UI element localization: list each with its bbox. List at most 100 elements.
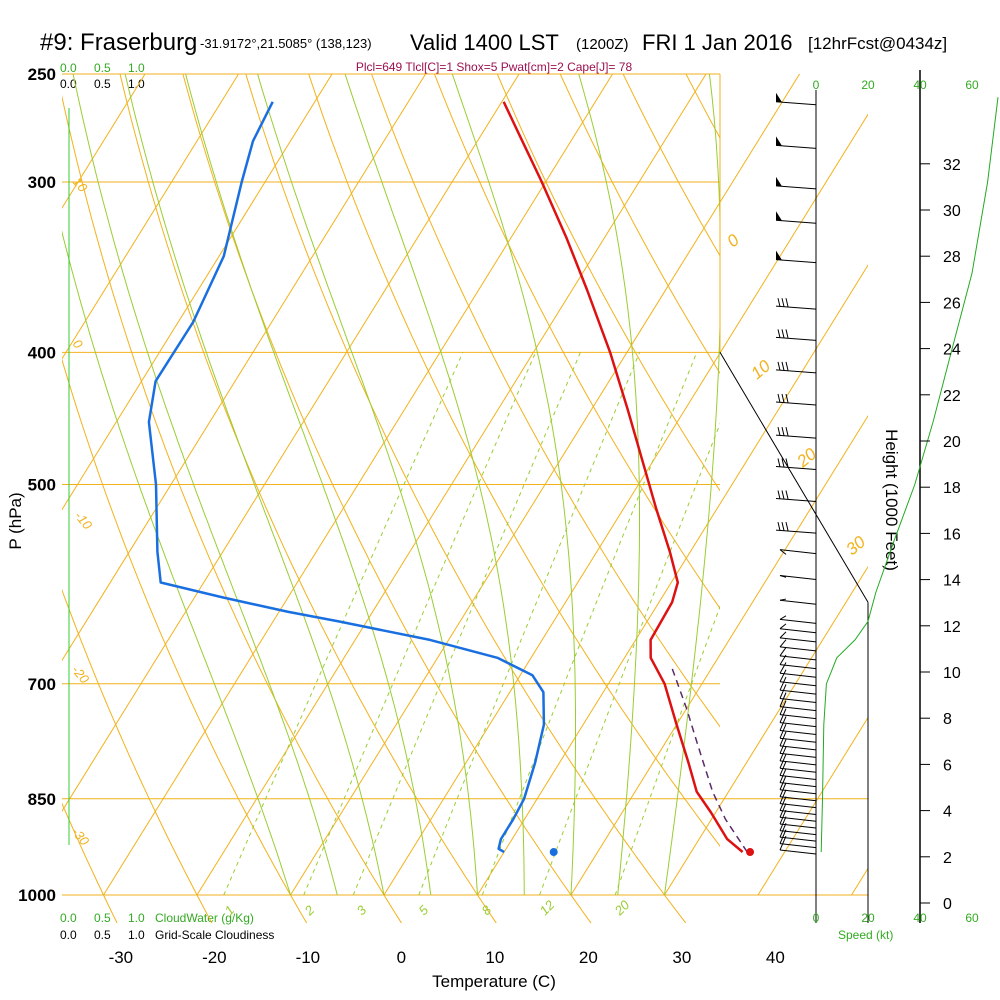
parcel-profile	[670, 666, 748, 853]
isotherms	[0, 0, 868, 896]
wind-barb	[779, 647, 817, 661]
cloudwater-top-0: 0.0	[60, 61, 77, 75]
height-tick-label: 0	[943, 896, 952, 913]
dry-adiabat-line	[496, 74, 720, 492]
isotherm-line	[103, 74, 614, 896]
pressure-tick-label: 700	[28, 675, 56, 694]
speed-tick-bottom: 40	[913, 911, 927, 925]
isotherm-line	[664, 565, 868, 896]
speed-tick-bottom: 60	[965, 911, 979, 925]
speed-tick-bottom: 20	[861, 911, 875, 925]
x-axis-title: Temperature (C)	[432, 972, 556, 991]
moist-adiabat-line	[124, 74, 385, 896]
speed-tick-bottom: 0	[813, 911, 820, 925]
dry-adiabat-line	[62, 588, 213, 923]
dry-adiabat-line	[682, 0, 1000, 924]
height-curve	[820, 97, 999, 853]
cloudwater-bottom-1: 0.5	[94, 911, 111, 925]
height-tick-label: 12	[943, 619, 961, 636]
wind-barb	[779, 716, 817, 735]
moist-adiabat-line	[257, 74, 478, 896]
cloudwater-bottom-2: 1.0	[128, 911, 145, 925]
forecast-date: FRI 1 Jan 2016	[642, 30, 792, 55]
wind-barb	[779, 623, 817, 634]
utc-time: (1200Z)	[576, 36, 629, 53]
dry-adiabat-line	[859, 0, 1000, 924]
wind-barb	[779, 631, 817, 643]
stability-indices: Plcl=649 Tlcl[C]=1 Shox=5 Pwat[cm]=2 Cap…	[356, 60, 633, 74]
x-tick-label: 20	[579, 948, 598, 967]
mixing-ratio-label-5: 5	[416, 902, 432, 918]
cloudwater-label: CloudWater (g/Kg)	[155, 911, 254, 925]
wind-barb	[779, 809, 817, 829]
wind-barb	[779, 829, 817, 849]
wind-barb	[775, 250, 817, 264]
dry-adiabat-label: 10	[70, 174, 91, 195]
height-tick-label: 28	[943, 249, 961, 266]
moist-adiabat-line	[578, 74, 640, 896]
isotherm-line	[290, 74, 801, 896]
wind-barb	[775, 136, 817, 149]
wind-barbs	[775, 92, 817, 855]
isotherm-line	[62, 74, 520, 813]
height-axis-title: Height (1000 Feet)	[882, 429, 901, 571]
x-tick-label: -10	[296, 948, 321, 967]
mixing-ratio-line	[614, 605, 720, 896]
dry-adiabat-line	[308, 74, 720, 847]
wind-barb	[779, 669, 817, 687]
cloudwater-top-2: 1.0	[128, 61, 145, 75]
surface-dewpoint-dot	[549, 848, 558, 857]
mixing-ratio-label-8: 8	[479, 902, 495, 918]
height-tick-label: 20	[943, 434, 961, 451]
mixing-ratio-label-3: 3	[354, 902, 370, 918]
dry-adiabat-line	[741, 0, 1000, 924]
cloudiness-top-0: 0.0	[60, 77, 77, 91]
wind-barb	[779, 692, 817, 712]
wind-barb	[775, 521, 817, 534]
mixing-ratio-line	[223, 352, 464, 896]
pressure-tick-label: 400	[28, 343, 56, 362]
wind-panel	[775, 92, 999, 855]
wind-barb	[779, 731, 817, 751]
wind-barb	[779, 739, 817, 758]
height-tick-label: 22	[943, 388, 961, 405]
pressure-tick-label: 300	[28, 173, 56, 192]
wind-barb	[775, 329, 817, 341]
x-tick-label: 30	[672, 948, 691, 967]
dewpoint-profile	[147, 101, 546, 854]
pressure-tick-label: 500	[28, 476, 56, 495]
wind-barb	[779, 700, 817, 720]
cloudiness-bottom-0: 0.0	[60, 928, 77, 942]
isotherm-line	[0, 0, 40, 895]
wind-barb	[775, 92, 817, 106]
isotherm-line	[0, 0, 134, 895]
cloudwater-top-1: 0.5	[94, 61, 111, 75]
height-tick-label: 14	[943, 573, 961, 590]
wind-barb	[779, 724, 817, 743]
moist-adiabats	[62, 74, 720, 896]
tropopause-boundary	[719, 352, 869, 603]
station-title: #9: Fraserburg	[40, 29, 197, 56]
pressure-tick-label: 1000	[18, 886, 56, 905]
wind-barb	[779, 574, 817, 580]
isotherm-line	[62, 74, 146, 209]
wind-barb	[779, 816, 817, 836]
valid-time: Valid 1400 LST	[410, 30, 559, 55]
cloudiness-bottom-2: 1.0	[128, 928, 145, 942]
wind-barb	[775, 393, 817, 406]
isotherm-line	[62, 74, 333, 511]
moist-adiabat-line	[62, 230, 291, 896]
isotherm-label-10: 10	[747, 356, 774, 383]
y-axis-title: P (hPa)	[6, 492, 25, 549]
x-tick-label: -30	[109, 948, 134, 967]
cloudiness-label: Grid-Scale Cloudiness	[155, 928, 274, 942]
temperature-profile	[502, 101, 744, 853]
wind-barb	[775, 298, 817, 310]
forecast-info: [12hrFcst@0434z]	[808, 34, 947, 53]
dry-adiabats	[62, 0, 1000, 924]
speed-tick-top: 20	[861, 78, 875, 92]
isotherm-line	[570, 415, 868, 896]
wind-barb	[779, 549, 817, 555]
cloudiness-top-1: 0.5	[94, 77, 111, 91]
wind-barb	[779, 684, 817, 703]
